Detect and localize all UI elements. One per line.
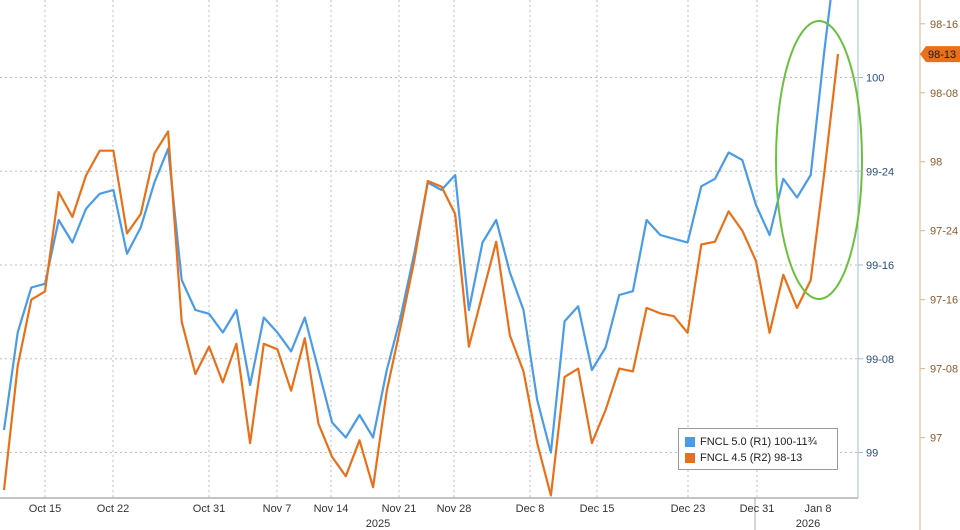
x-tick-label: Nov 14	[314, 503, 349, 515]
year-label: 2026	[796, 518, 820, 530]
legend: FNCL 5.0 (R1) 100-11¾ FNCL 4.5 (R2) 98-1…	[678, 428, 838, 470]
year-label: 2025	[366, 518, 390, 530]
current-value-tags: 100-11¾98-13	[920, 46, 960, 63]
x-tick-label: Dec 31	[740, 503, 775, 515]
legend-label: FNCL 4.5 (R2) 98-13	[700, 452, 803, 464]
right-axis-2-tick-label: 97-08	[930, 364, 958, 376]
right-axis-1-tick-label: 99	[866, 448, 878, 460]
x-tick-label: Oct 22	[97, 503, 129, 515]
series-layer	[2, 0, 840, 497]
right-axis-1-tick-label: 99-24	[866, 166, 894, 178]
x-tick-label: Nov 28	[437, 503, 472, 515]
x-tick-label: Oct 31	[193, 503, 225, 515]
x-axis-ticks: Oct 15 Oct 22 Oct 31 Nov 7 Nov 14 Nov 21 Nov 2…	[29, 503, 832, 530]
legend-label: FNCL 5.0 (R1) 100-11¾	[700, 436, 817, 448]
right-axis-2-tick-label: 97	[930, 433, 942, 445]
x-tick-label: Nov 21	[382, 503, 417, 515]
right-axis-2-tick-label: 98	[930, 157, 942, 169]
x-tick-label: Nov 7	[263, 503, 292, 515]
legend-item-fncl-5: FNCL 5.0 (R1) 100-11¾	[685, 434, 831, 450]
x-tick-label: Dec 23	[671, 503, 706, 515]
right-axis-1-tick-label: 99-16	[866, 260, 894, 272]
x-tick-label: Jan 8	[805, 503, 832, 515]
right-axis-2-tick-label: 98-16	[930, 19, 958, 31]
legend-item-fncl-4-5: FNCL 4.5 (R2) 98-13	[685, 450, 831, 466]
x-tick-label: Dec 8	[516, 503, 545, 515]
highlight-ellipse	[775, 20, 863, 300]
series-line-fncl-4-5	[2, 53, 840, 497]
current-value-tag	[920, 46, 960, 63]
right-axis-2-tick-label: 97-24	[930, 226, 958, 238]
right-axis-2-ticks: 97 97-08 97-16 97-24 98 98-08 98-16	[920, 19, 958, 445]
right-axis-2-tick-label: 98-08	[930, 88, 958, 100]
x-tick-label: Dec 15	[580, 503, 615, 515]
right-axis-1-tick-label: 100	[866, 73, 884, 85]
right-axis-1-tick-label: 99-08	[866, 354, 894, 366]
current-value-label: 98-13	[928, 49, 956, 61]
legend-swatch-orange	[685, 453, 695, 463]
x-tick-label: Oct 15	[29, 503, 61, 515]
legend-swatch-blue	[685, 437, 695, 447]
right-axis-2-tick-label: 97-16	[930, 295, 958, 307]
